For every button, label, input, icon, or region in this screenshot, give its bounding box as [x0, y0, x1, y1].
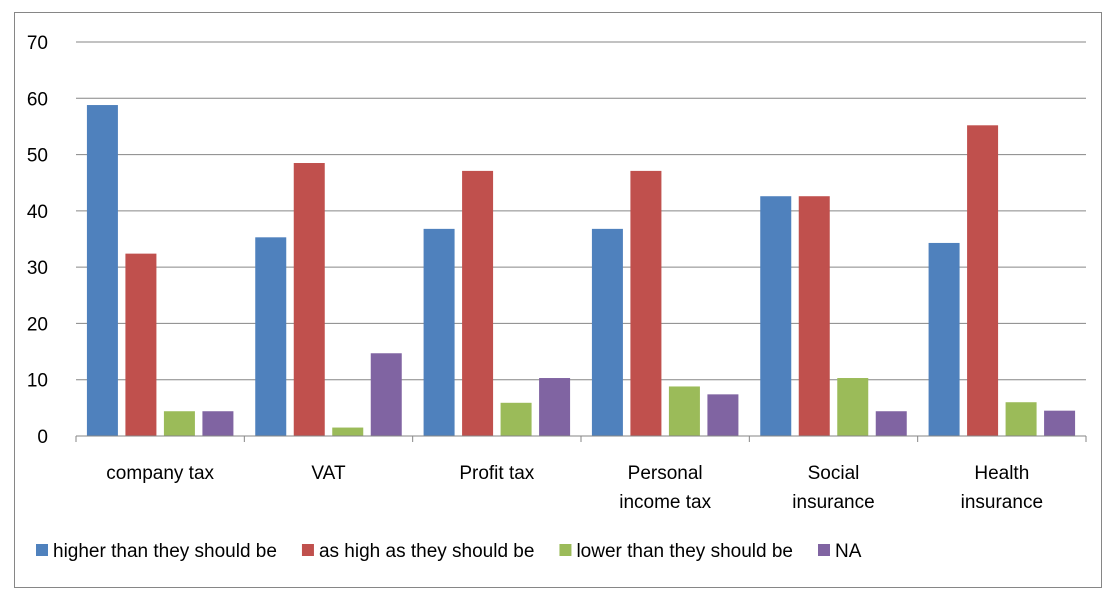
y-tick-label: 70 [27, 33, 48, 54]
bar [928, 242, 960, 436]
bar [630, 170, 662, 436]
y-tick-label: 0 [37, 427, 48, 448]
bar [591, 228, 623, 436]
category-label: VAT [311, 463, 346, 484]
y-tick-label: 30 [27, 258, 48, 279]
y-tick-label: 10 [27, 371, 48, 392]
bar [1044, 410, 1076, 436]
legend-swatch [818, 544, 830, 556]
bar [202, 411, 234, 436]
bar [293, 163, 325, 436]
legend-label: NA [835, 541, 862, 562]
category-label: income tax [619, 492, 711, 513]
bars [86, 105, 1076, 436]
category-label: insurance [792, 492, 874, 513]
category-label: insurance [961, 492, 1043, 513]
legend-swatch [301, 544, 314, 556]
legend: higher than they should be as high as the… [36, 541, 862, 562]
category-label: Personal [628, 463, 703, 484]
bar [500, 402, 532, 436]
gridlines [76, 41, 1086, 381]
chart-frame [14, 12, 1102, 588]
legend-swatch [559, 544, 572, 556]
y-tick-label: 40 [27, 202, 48, 223]
y-tick-label: 20 [27, 314, 48, 335]
category-label: Social [808, 463, 860, 484]
bar [798, 196, 830, 436]
bar [462, 170, 494, 436]
category-label: Health [974, 463, 1029, 484]
bar [668, 386, 700, 436]
bar [86, 105, 118, 436]
legend-label: lower than they should be [576, 541, 793, 562]
bar [163, 411, 195, 436]
bar [332, 427, 364, 436]
y-tick-label: 60 [27, 89, 48, 110]
legend-label: higher than they should be [53, 541, 277, 562]
bar [370, 353, 402, 436]
category-labels: company tax VAT Profit tax Personal income t… [106, 463, 1043, 513]
bar [125, 253, 157, 436]
category-label: Profit tax [459, 463, 534, 484]
y-tick-label: 50 [27, 146, 48, 167]
category-label: company tax [106, 463, 214, 484]
bar [760, 196, 792, 436]
y-axis-tick-labels: 0 10 20 30 40 50 60 70 [27, 33, 48, 448]
legend-label: as high as they should be [319, 541, 535, 562]
bar [707, 394, 739, 436]
bar [837, 378, 869, 436]
bar [539, 378, 571, 436]
bar [255, 237, 287, 436]
bar [875, 411, 907, 436]
bar [423, 228, 455, 436]
bar [1005, 402, 1037, 436]
bar [967, 125, 999, 436]
x-axis [75, 435, 1087, 442]
legend-swatch [36, 544, 48, 556]
